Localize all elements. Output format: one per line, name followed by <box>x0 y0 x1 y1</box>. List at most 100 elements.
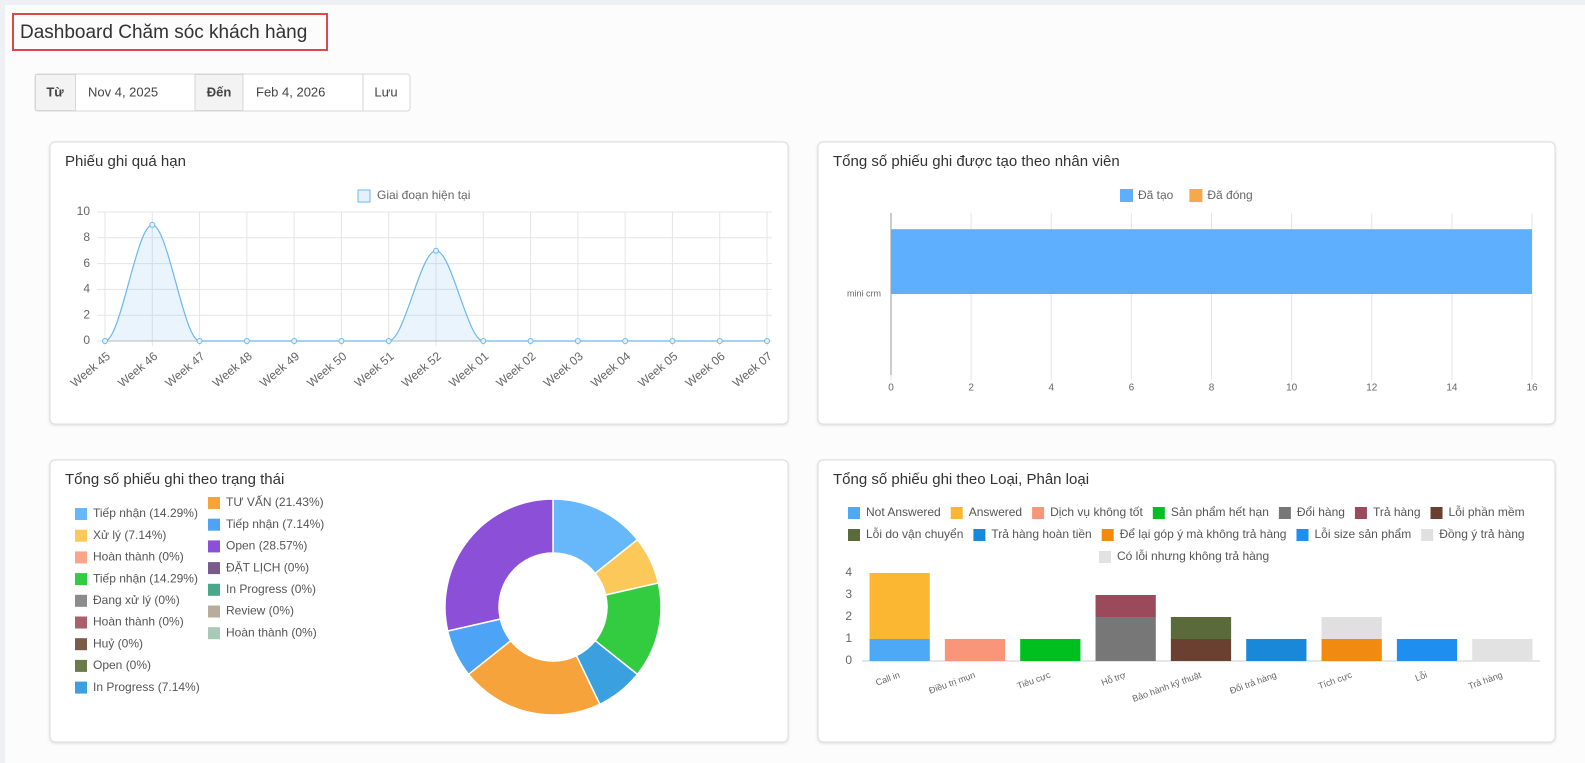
slice <box>467 639 601 716</box>
legend-swatch <box>75 659 87 672</box>
chart-title: Tổng số phiếu ghi được tạo theo nhân viê… <box>833 153 1120 170</box>
bar <box>1020 639 1081 661</box>
line <box>104 224 767 342</box>
x-tick-label: 8 <box>1209 383 1215 394</box>
legend-label: In Progress (0%) <box>226 582 316 596</box>
legend-label: Đồng ý trả hàng <box>1439 527 1524 541</box>
point <box>338 338 345 344</box>
legend-label: Open (28.57%) <box>226 539 307 553</box>
point <box>716 338 723 344</box>
legend-label: Đang xử lý (0%) <box>93 593 180 607</box>
legend-label: Dịch vụ không tốt <box>1050 505 1143 519</box>
legend-swatch <box>208 627 220 640</box>
legend-swatch <box>1430 507 1443 519</box>
y-tick-label: 8 <box>83 230 90 244</box>
area <box>105 224 767 341</box>
legend-swatch <box>75 681 87 694</box>
x-tick-label: 4 <box>1048 383 1054 394</box>
legend-label: Lỗi size sản phẩm <box>1314 526 1411 541</box>
card <box>817 459 1556 743</box>
point <box>622 338 629 344</box>
legend-swatch <box>1189 189 1203 202</box>
legend-swatch <box>950 507 963 519</box>
legend-swatch <box>973 529 986 541</box>
y-tick-label: 0 <box>845 653 852 667</box>
point <box>243 338 250 344</box>
y-tick-label: 6 <box>83 256 90 270</box>
from-date-input[interactable]: Nov 4, 2025 <box>88 84 158 99</box>
x-tick-label: Lỗi <box>1414 670 1429 684</box>
legend-label: Tiếp nhận (14.29%) <box>93 506 198 520</box>
point <box>433 247 439 254</box>
legend-label: Trả hàng <box>1373 505 1421 519</box>
chart-title: Tổng số phiếu ghi theo Loại, Phân loại <box>833 471 1089 488</box>
legend-swatch <box>75 573 87 586</box>
point <box>669 338 676 344</box>
legend-label: Để lại góp ý mà không trả hàng <box>1120 527 1287 541</box>
legend-label: Review (0%) <box>226 604 294 618</box>
legend-label: Tiếp nhận (7.14%) <box>226 517 324 531</box>
point <box>149 221 156 228</box>
legend-swatch <box>1354 507 1367 519</box>
bar <box>1170 617 1232 639</box>
bar <box>869 639 930 661</box>
point <box>480 338 487 344</box>
bar <box>1095 595 1156 617</box>
legend-swatch <box>848 507 860 519</box>
bar <box>1095 617 1156 661</box>
bar <box>1396 639 1458 661</box>
point <box>527 338 534 344</box>
bar <box>1170 639 1232 661</box>
to-label-cell <box>194 74 244 111</box>
legend-label: Answered <box>969 505 1022 519</box>
legend-swatch <box>848 529 860 541</box>
legend-swatch <box>75 551 87 564</box>
point <box>102 338 108 344</box>
legend-swatch <box>1099 551 1111 563</box>
legend-label: Sản phẩm hết hạn <box>1171 505 1269 519</box>
to-date-input[interactable]: Feb 4, 2026 <box>256 84 325 99</box>
legend-label: Huỷ (0%) <box>93 636 143 650</box>
legend-swatch <box>208 562 220 575</box>
save-button[interactable]: Lưu <box>374 84 397 99</box>
date-filter: Từ Nov 4, 2025 Đến Feb 4, 2026 Lưu <box>34 73 411 112</box>
legend-label: In Progress (7.14%) <box>93 680 200 694</box>
legend-label: Trả hàng hoàn tiền <box>991 527 1091 541</box>
legend-swatch <box>208 583 220 596</box>
legend-swatch <box>75 529 87 542</box>
legend-swatch <box>1296 529 1309 541</box>
legend-label: Hoàn thành (0%) <box>93 550 184 564</box>
bar <box>1321 617 1382 639</box>
legend-swatch <box>357 189 371 203</box>
y-tick-label: 2 <box>83 307 90 321</box>
from-label: Từ <box>46 84 64 99</box>
legend-swatch <box>208 497 220 509</box>
legend-label: Giai đoạn hiện tại <box>377 188 470 202</box>
chart-title: Tổng số phiếu ghi theo trạng thái <box>65 471 284 488</box>
legend-swatch <box>75 616 87 629</box>
title-highlight <box>12 13 328 51</box>
legend-label: Not Answered <box>866 505 941 519</box>
legend-swatch <box>75 594 87 607</box>
page-title: Dashboard Chăm sóc khách hàng <box>20 22 307 43</box>
legend-label: Đã đóng <box>1207 188 1252 202</box>
legend-label: Lỗi phần mềm <box>1449 504 1525 519</box>
legend-label: Hoàn thành (0%) <box>226 625 317 639</box>
point <box>196 338 203 344</box>
legend-swatch <box>1101 529 1114 541</box>
y-tick-label: 4 <box>845 565 852 579</box>
slice <box>444 498 554 632</box>
legend-label: ĐẶT LỊCH (0%) <box>226 559 309 574</box>
y-tick-label: 0 <box>83 333 90 347</box>
legend-swatch <box>208 540 220 553</box>
legend-swatch <box>75 638 87 651</box>
legend-swatch <box>75 508 87 520</box>
bar <box>869 573 930 639</box>
x-tick-label: 2 <box>968 383 974 394</box>
point <box>291 338 298 344</box>
y-tick-label: mini crm <box>847 288 881 298</box>
x-tick-label: 16 <box>1526 383 1538 394</box>
legend-swatch <box>1421 529 1434 541</box>
legend-label: Đổi hàng <box>1297 505 1345 519</box>
